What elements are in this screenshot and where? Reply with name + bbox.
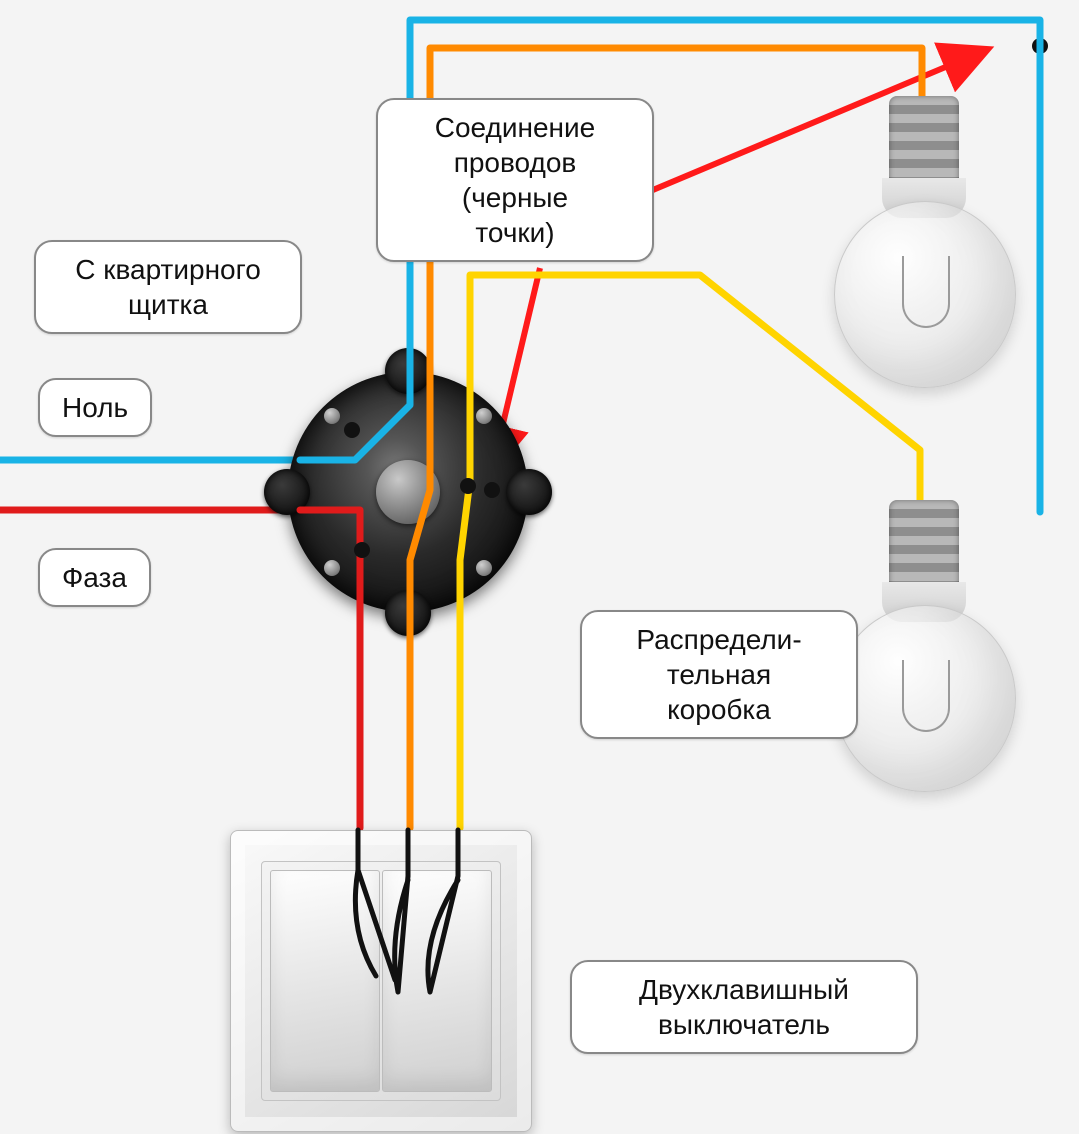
diagram-stage: С квартирного щитка Ноль Фаза Соединение…	[0, 0, 1079, 1134]
label-phase: Фаза	[38, 548, 151, 607]
wire-sw-internal-left	[355, 830, 395, 980]
wire-sw-internal-right	[395, 830, 458, 992]
label-neutral: Ноль	[38, 378, 152, 437]
label-from-panel: С квартирного щитка	[34, 240, 302, 334]
label-switch: Двухклавишный выключатель	[570, 960, 918, 1054]
label-junction-box: Распредели- тельная коробка	[580, 610, 858, 739]
label-connections: Соединение проводов (черные точки)	[376, 98, 654, 262]
